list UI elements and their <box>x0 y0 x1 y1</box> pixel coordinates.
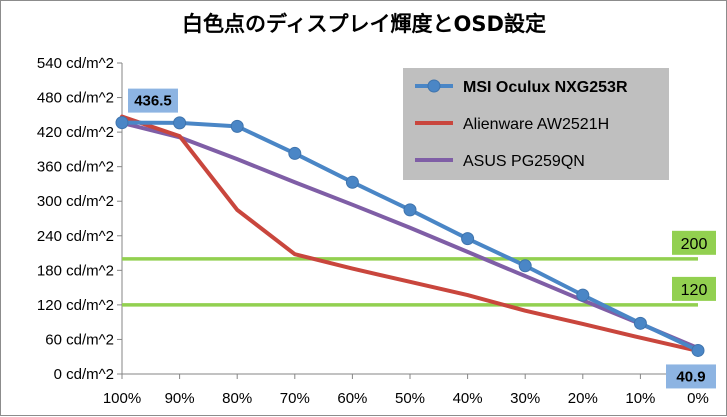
data-point <box>403 203 417 217</box>
x-tick-label: 40% <box>453 390 483 407</box>
x-tick-label: 30% <box>510 390 540 407</box>
series-lines <box>115 114 705 357</box>
data-point <box>230 119 244 133</box>
x-tick-label: 100% <box>103 390 141 407</box>
callout-box <box>666 364 716 389</box>
data-point <box>633 316 647 330</box>
reference-label: 120 <box>681 282 708 299</box>
data-point <box>173 116 187 130</box>
data-point <box>345 175 359 189</box>
x-tick-label: 60% <box>337 390 367 407</box>
y-tick-label: 360 cd/m^2 <box>37 159 114 176</box>
x-tick-label: 70% <box>280 390 310 407</box>
y-tick-label: 240 cd/m^2 <box>37 228 114 245</box>
data-callouts: 436.5 40.9 <box>128 88 716 389</box>
x-tick-label: 80% <box>222 390 252 407</box>
data-point <box>518 259 532 273</box>
y-tick-label: 300 cd/m^2 <box>37 193 114 210</box>
series-line <box>120 120 700 351</box>
x-tick-label: 0% <box>687 390 709 407</box>
y-tick-label: 540 cd/m^2 <box>37 55 114 72</box>
reference-label-box <box>672 276 716 301</box>
legend-label: MSI Oculux NXG253R <box>463 79 628 96</box>
legend-label: ASUS PG259QN <box>463 153 585 170</box>
callout-label: 436.5 <box>134 93 172 110</box>
legend-marker <box>427 79 441 93</box>
y-tick-label: 420 cd/m^2 <box>37 124 114 141</box>
series-line <box>120 114 700 353</box>
reference-lines: 200 120 <box>122 230 716 307</box>
y-tick-label: 480 cd/m^2 <box>37 90 114 107</box>
data-point <box>115 116 129 130</box>
reference-label: 200 <box>681 236 708 253</box>
legend-label: Alienware AW2521H <box>463 116 609 133</box>
x-tick-label: 50% <box>395 390 425 407</box>
y-tick-label: 60 cd/m^2 <box>45 331 114 348</box>
chart-title: 白色点のディスプレイ輝度とOSD設定 <box>182 12 546 36</box>
data-point <box>576 288 590 302</box>
data-point <box>288 146 302 160</box>
x-tick-label: 10% <box>625 390 655 407</box>
x-tick-label: 90% <box>165 390 195 407</box>
y-tick-label: 0 cd/m^2 <box>54 366 114 383</box>
data-point <box>691 343 705 357</box>
callout-label: 40.9 <box>676 368 705 385</box>
y-tick-label: 180 cd/m^2 <box>37 262 114 279</box>
legend: MSI Oculux NXG253R Alienware AW2521H ASUS … <box>403 68 669 180</box>
x-tick-label: 20% <box>568 390 598 407</box>
callout-box <box>128 88 178 113</box>
y-tick-label: 120 cd/m^2 <box>37 297 114 314</box>
data-point <box>461 232 475 246</box>
reference-label-box <box>672 230 716 255</box>
axes: 0 cd/m^2 60 cd/m^2 120 cd/m^2 180 cd/m^2 240… <box>37 55 709 407</box>
